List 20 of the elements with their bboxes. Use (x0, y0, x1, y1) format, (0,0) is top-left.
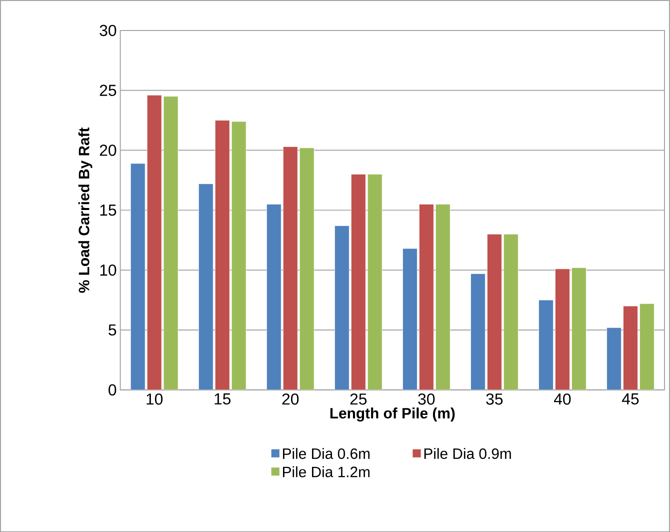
x-tick-label: 15 (214, 393, 231, 404)
y-tick-label: 0 (108, 384, 116, 396)
y-tick-label: 25 (100, 84, 116, 96)
y-axis-title: % Load Carried By Raft (78, 127, 92, 293)
y-tick-label: 5 (108, 324, 116, 336)
y-tick-label: 10 (100, 264, 116, 276)
legend-label: Pile Dia 1.2m (283, 466, 370, 478)
y-tick-label: 20 (100, 144, 116, 156)
x-tick-label: 40 (554, 393, 571, 405)
x-tick-label: 35 (486, 393, 503, 405)
x-tick-label: 25 (350, 393, 367, 405)
y-tick-label: 15 (100, 204, 116, 216)
x-tick-label: 10 (146, 393, 163, 405)
x-axis-title: Length of Pile (m) (330, 407, 455, 422)
legend-label: Pile Dia 0.9m (424, 448, 511, 459)
x-tick-label: 45 (622, 393, 639, 404)
x-tick-label: 30 (418, 393, 435, 405)
y-tick-label: 30 (100, 24, 116, 36)
legend-label: Pile Dia 0.6m (283, 448, 370, 459)
x-tick-label: 20 (282, 393, 299, 405)
